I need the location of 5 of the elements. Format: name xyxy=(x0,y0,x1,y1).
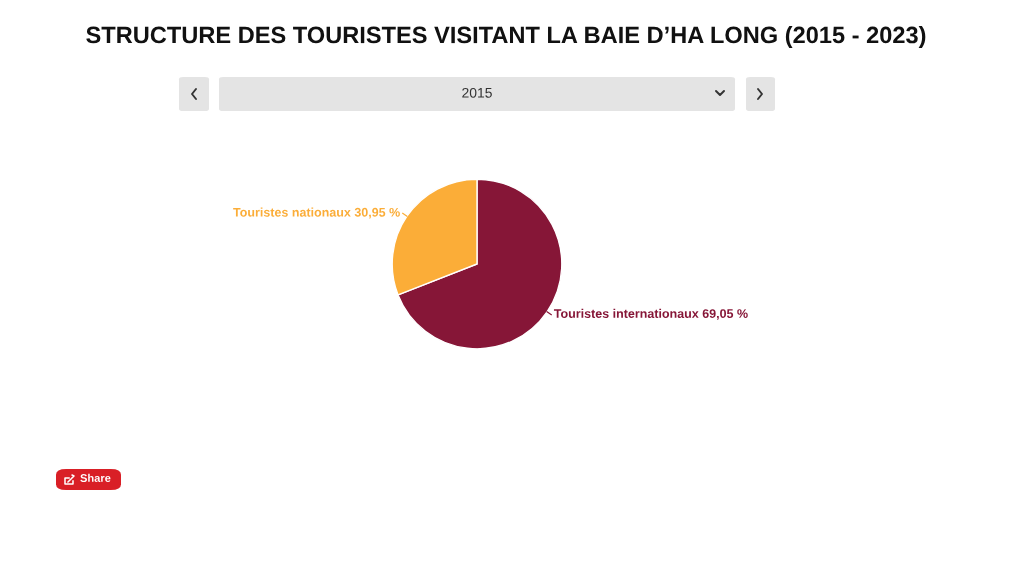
slice-label: Touristes nationaux 30,95 % xyxy=(233,207,400,219)
text: Share xyxy=(80,473,111,482)
chart-title: STRUCTURE DES TOURISTES VISITANT LA BAIE D’HA LONG (2015 - 2023) xyxy=(86,26,926,48)
slice-label: Touristes internationaux 69,05 % xyxy=(553,308,748,320)
chart-subtitle: 2015 xyxy=(462,87,492,98)
